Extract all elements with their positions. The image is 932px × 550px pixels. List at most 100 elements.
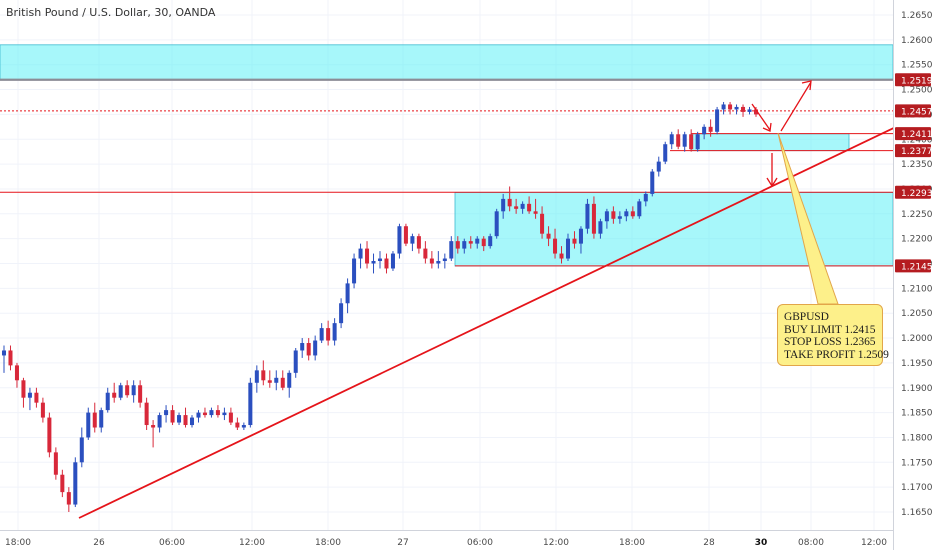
candle-body xyxy=(151,425,156,428)
candle-body xyxy=(643,193,648,202)
candle-body xyxy=(384,258,389,269)
candle-body xyxy=(326,328,331,341)
pullback-arrow xyxy=(751,103,771,131)
y-tick-label: 1.18000 xyxy=(901,433,932,443)
x-tick-label: 26 xyxy=(93,538,105,548)
y-tick-label: 1.26500 xyxy=(901,11,932,21)
candle-body xyxy=(27,392,32,398)
candle-body xyxy=(183,415,188,426)
y-tick-label: 1.21000 xyxy=(901,284,932,294)
candle-body xyxy=(332,323,337,341)
candle-body xyxy=(92,412,97,428)
candle-body xyxy=(416,236,421,249)
candle-body xyxy=(209,410,214,416)
trade-setup-note: GBPUSD BUY LIMIT 1.2415 STOP LOSS 1.2365… xyxy=(777,304,889,366)
candle-body xyxy=(559,253,564,259)
x-tick-label: 27 xyxy=(397,538,408,548)
y-tick-label: 1.20500 xyxy=(901,309,932,319)
candle-body xyxy=(676,134,681,147)
candle-body xyxy=(144,402,149,426)
candle-body xyxy=(598,221,603,234)
candle-body xyxy=(468,241,473,244)
x-tick-label: 30 xyxy=(755,538,768,548)
candle-body xyxy=(475,238,480,244)
candle-body xyxy=(488,236,493,247)
candle-body xyxy=(611,211,616,219)
candle-body xyxy=(630,211,635,217)
candle-body xyxy=(73,462,78,505)
candle-body xyxy=(287,372,292,388)
x-tick-label: 28 xyxy=(703,538,715,548)
x-tick-label: 06:00 xyxy=(159,538,185,548)
candle-body xyxy=(215,410,220,416)
y-tick-label: 1.16500 xyxy=(901,508,932,518)
candle-body xyxy=(669,134,674,145)
candle-body xyxy=(53,452,58,475)
candle-body xyxy=(261,370,266,381)
price-label: 1.21452 xyxy=(901,262,932,272)
price-label-bg xyxy=(895,127,931,141)
y-tick-label: 1.22500 xyxy=(901,210,932,220)
candle-body xyxy=(462,241,467,249)
candle-body xyxy=(449,241,454,259)
candle-body xyxy=(540,213,545,234)
y-tick-label: 1.19500 xyxy=(901,359,932,369)
candle-body xyxy=(663,144,668,162)
candle-body xyxy=(1,350,7,356)
price-label-bg xyxy=(895,104,931,118)
candle-body xyxy=(695,134,700,150)
candle-body xyxy=(741,106,746,112)
price-label-bg xyxy=(895,144,931,158)
candle-body xyxy=(177,415,182,423)
candle-body xyxy=(715,109,720,132)
candle-body xyxy=(578,228,583,244)
candle-body xyxy=(682,134,687,147)
price-label: 1.23772 xyxy=(901,147,932,157)
candle-body xyxy=(105,392,110,411)
candle-body xyxy=(728,104,733,110)
candle-body xyxy=(527,203,532,212)
candle-body xyxy=(533,211,538,214)
candle-body xyxy=(319,328,324,341)
chart-title: British Pound / U.S. Dollar, 30, OANDA xyxy=(6,6,216,19)
pullback-arrow-head xyxy=(762,122,772,132)
candle-body xyxy=(131,385,136,396)
x-tick-label: 18:00 xyxy=(5,538,31,548)
candle-body xyxy=(241,425,246,428)
take-profit-arrow-head xyxy=(801,80,812,91)
candle-body xyxy=(553,238,558,254)
x-tick-label: 08:00 xyxy=(798,538,824,548)
x-tick-label: 12:00 xyxy=(861,538,887,548)
candle-body xyxy=(235,422,240,428)
candle-body xyxy=(753,109,759,115)
y-tick-label: 1.17500 xyxy=(901,458,932,468)
note-symbol: GBPUSD xyxy=(784,311,829,323)
candle-body xyxy=(345,283,350,304)
candle-body xyxy=(494,211,499,237)
candle-body xyxy=(138,385,143,403)
candle-body xyxy=(481,238,486,247)
price-label-bg xyxy=(895,73,931,87)
candle-body xyxy=(339,303,344,324)
candle-body xyxy=(34,392,39,403)
price-label: 1.25197 xyxy=(901,76,932,86)
candle-body xyxy=(47,417,52,453)
candle-body xyxy=(8,350,13,366)
note-buy-limit: BUY LIMIT 1.2415 xyxy=(784,323,876,336)
price-axis-background xyxy=(893,0,932,550)
candle-body xyxy=(79,437,84,463)
candle-body xyxy=(293,350,298,373)
candle-body xyxy=(455,241,460,249)
candle-body xyxy=(507,198,512,207)
candle-body xyxy=(429,258,434,264)
candle-body xyxy=(708,126,713,132)
candle-body xyxy=(650,171,655,194)
candle-body xyxy=(222,412,227,416)
price-label-bg xyxy=(895,185,931,199)
x-tick-label: 12:00 xyxy=(543,538,569,548)
candle-body xyxy=(656,161,661,172)
candle-body xyxy=(423,248,428,259)
